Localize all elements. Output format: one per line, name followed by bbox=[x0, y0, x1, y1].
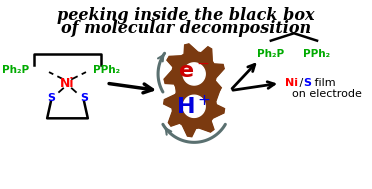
Text: of molecular decomposition: of molecular decomposition bbox=[61, 20, 311, 37]
Polygon shape bbox=[183, 95, 205, 117]
Polygon shape bbox=[183, 63, 205, 85]
Polygon shape bbox=[164, 44, 224, 104]
Text: Ph₂P: Ph₂P bbox=[257, 49, 285, 59]
Text: PPh₂: PPh₂ bbox=[304, 49, 331, 59]
Text: peeking inside the black box: peeking inside the black box bbox=[57, 7, 315, 24]
Text: S: S bbox=[303, 78, 311, 88]
Text: S: S bbox=[47, 93, 55, 103]
Text: Ph₂P: Ph₂P bbox=[1, 65, 29, 75]
Text: on electrode: on electrode bbox=[292, 89, 362, 99]
Polygon shape bbox=[164, 76, 225, 137]
Text: PPh₂: PPh₂ bbox=[93, 65, 121, 75]
Text: film: film bbox=[311, 78, 335, 88]
Text: Ni: Ni bbox=[60, 77, 75, 90]
Text: e$^-$: e$^-$ bbox=[178, 62, 210, 82]
Text: H$^+$: H$^+$ bbox=[176, 95, 212, 118]
Text: Ni: Ni bbox=[285, 78, 298, 88]
Text: S: S bbox=[80, 93, 88, 103]
Text: /: / bbox=[296, 78, 307, 88]
